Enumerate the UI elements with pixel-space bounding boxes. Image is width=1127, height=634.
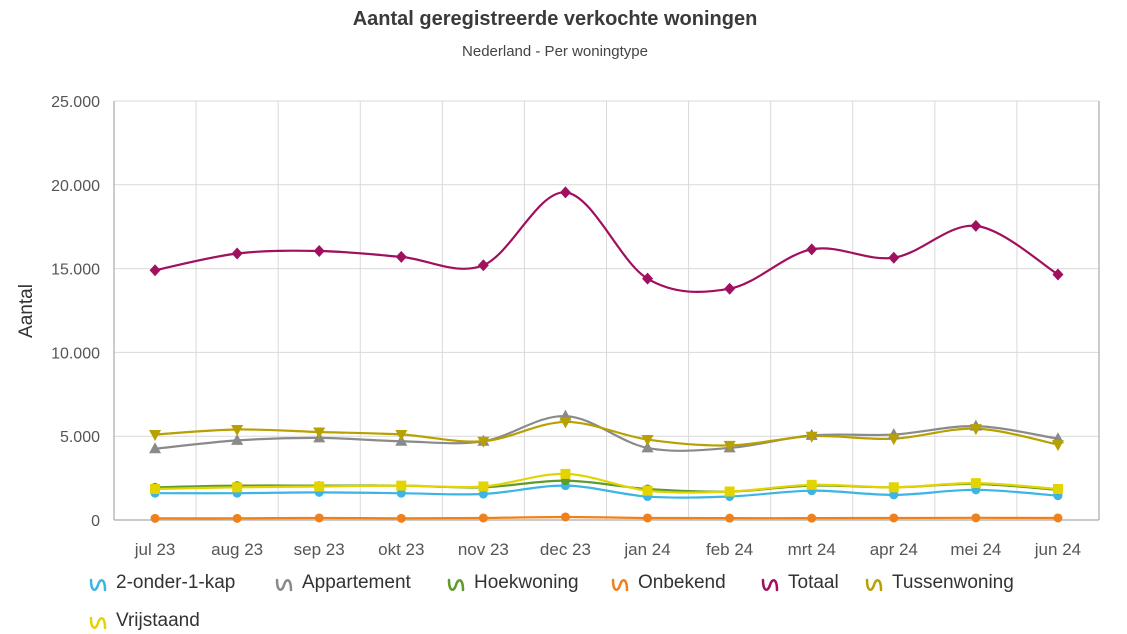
legend-swatch-icon <box>89 616 107 630</box>
data-point-appartement[interactable] <box>231 433 244 445</box>
x-tick-label: okt 23 <box>378 540 424 559</box>
data-point-tussenwoning[interactable] <box>1051 440 1064 452</box>
y-tick-label: 5.000 <box>60 429 100 446</box>
y-tick-label: 10.000 <box>51 345 100 362</box>
data-point-totaal[interactable] <box>888 251 900 264</box>
x-tick-label: jun 24 <box>1034 540 1081 559</box>
data-point-totaal[interactable] <box>477 259 489 272</box>
data-point-totaal[interactable] <box>395 250 407 263</box>
series-markers <box>149 186 1064 523</box>
data-point-tussenwoning[interactable] <box>395 430 408 442</box>
chart-subtitle: Nederland - Per woningtype <box>462 43 648 60</box>
x-tick-label: feb 24 <box>706 540 753 559</box>
x-tick-label: jan 24 <box>623 540 670 559</box>
legend-swatch-icon <box>89 578 107 592</box>
chart-title: Aantal geregistreerde verkochte woningen <box>352 8 758 30</box>
line-chart: 0 5.000 10.000 15.000 20.000 25.000 jul 23 aug … <box>16 94 1100 559</box>
legend-swatch-icon <box>275 578 293 592</box>
legend-label: Appartement <box>302 572 411 593</box>
y-tick-label: 25.000 <box>51 94 100 111</box>
data-point-totaal[interactable] <box>313 245 325 258</box>
x-tick-label: jul 23 <box>134 540 176 559</box>
legend-swatch-icon <box>447 578 465 592</box>
x-tick-label: apr 24 <box>870 540 918 559</box>
data-point-vrijstaand[interactable] <box>970 478 981 489</box>
x-tick-label: aug 23 <box>211 540 263 559</box>
data-point-vrijstaand[interactable] <box>1052 483 1063 494</box>
data-point-tussenwoning[interactable] <box>887 434 900 446</box>
x-tick-label: dec 23 <box>540 540 591 559</box>
data-point-vrijstaand[interactable] <box>806 479 817 490</box>
x-tick-label: mrt 24 <box>788 540 836 559</box>
data-point-tussenwoning[interactable] <box>969 424 982 436</box>
data-point-totaal[interactable] <box>231 247 243 260</box>
data-point-totaal[interactable] <box>149 264 161 277</box>
x-tick-label: sep 23 <box>294 540 345 559</box>
series-line-vrijstaand[interactable] <box>155 472 1059 494</box>
data-point-tussenwoning[interactable] <box>477 436 490 448</box>
data-point-tussenwoning[interactable] <box>231 424 244 436</box>
data-point-2-onder-1-kap[interactable] <box>889 490 899 500</box>
tick-labels: 0 5.000 10.000 15.000 20.000 25.000 jul 23 aug … <box>51 94 1081 559</box>
x-tick-label: mei 24 <box>950 540 1001 559</box>
grid-lines <box>113 100 1100 521</box>
data-point-onbekend[interactable] <box>150 513 160 523</box>
legend-label: 2-onder-1-kap <box>116 572 236 593</box>
data-point-tussenwoning[interactable] <box>723 440 736 452</box>
data-point-vrijstaand[interactable] <box>150 483 161 494</box>
data-point-vrijstaand[interactable] <box>642 485 653 496</box>
series-line-tussenwoning[interactable] <box>154 420 1059 447</box>
data-point-onbekend[interactable] <box>232 513 242 523</box>
data-point-onbekend[interactable] <box>396 513 406 523</box>
data-point-tussenwoning[interactable] <box>805 431 818 443</box>
data-point-vrijstaand[interactable] <box>560 468 571 479</box>
data-point-onbekend[interactable] <box>807 513 817 523</box>
y-tick-label: 15.000 <box>51 262 100 279</box>
y-tick-label: 20.000 <box>51 178 100 195</box>
data-point-onbekend[interactable] <box>560 512 570 522</box>
x-tick-label: nov 23 <box>458 540 509 559</box>
data-point-onbekend[interactable] <box>971 513 981 523</box>
data-point-appartement[interactable] <box>149 442 162 454</box>
data-point-onbekend[interactable] <box>1053 513 1063 523</box>
data-point-totaal[interactable] <box>1052 268 1064 281</box>
legend-label: Onbekend <box>638 572 726 593</box>
data-point-appartement[interactable] <box>641 441 654 453</box>
legend-swatch-icon <box>611 578 629 592</box>
data-point-totaal[interactable] <box>806 243 818 256</box>
data-point-vrijstaand[interactable] <box>314 481 325 492</box>
y-axis-label: Aantal <box>16 284 37 338</box>
data-point-onbekend[interactable] <box>725 513 735 523</box>
data-point-onbekend[interactable] <box>314 513 324 523</box>
data-point-totaal[interactable] <box>970 219 982 232</box>
data-point-vrijstaand[interactable] <box>478 481 489 492</box>
data-point-totaal[interactable] <box>724 282 736 295</box>
data-point-vrijstaand[interactable] <box>888 482 899 493</box>
data-point-2-onder-1-kap[interactable] <box>478 489 488 499</box>
y-tick-label: 0 <box>91 513 100 530</box>
data-point-vrijstaand[interactable] <box>724 486 735 497</box>
legend-label: Hoekwoning <box>474 572 579 593</box>
data-point-vrijstaand[interactable] <box>396 480 407 491</box>
data-point-onbekend[interactable] <box>643 513 653 523</box>
legend-swatch-icon <box>865 578 883 592</box>
data-point-tussenwoning[interactable] <box>559 417 572 429</box>
series-line-2-onder-1-kap[interactable] <box>155 484 1059 499</box>
data-point-totaal[interactable] <box>642 272 654 285</box>
data-point-tussenwoning[interactable] <box>313 427 326 439</box>
legend-label: Tussenwoning <box>892 572 1014 593</box>
legend-label: Totaal <box>788 572 839 593</box>
data-point-totaal[interactable] <box>559 186 571 199</box>
data-point-2-onder-1-kap[interactable] <box>396 488 406 498</box>
data-point-tussenwoning[interactable] <box>641 435 654 447</box>
data-point-onbekend[interactable] <box>478 513 488 523</box>
series-line-onbekend[interactable] <box>155 515 1058 520</box>
axes <box>113 101 1100 521</box>
series-line-appartement[interactable] <box>154 414 1059 452</box>
data-point-tussenwoning[interactable] <box>149 430 162 442</box>
data-point-onbekend[interactable] <box>889 513 899 523</box>
legend-swatch-icon <box>761 578 779 592</box>
data-point-vrijstaand[interactable] <box>232 482 243 493</box>
legend-label: Vrijstaand <box>116 610 200 631</box>
